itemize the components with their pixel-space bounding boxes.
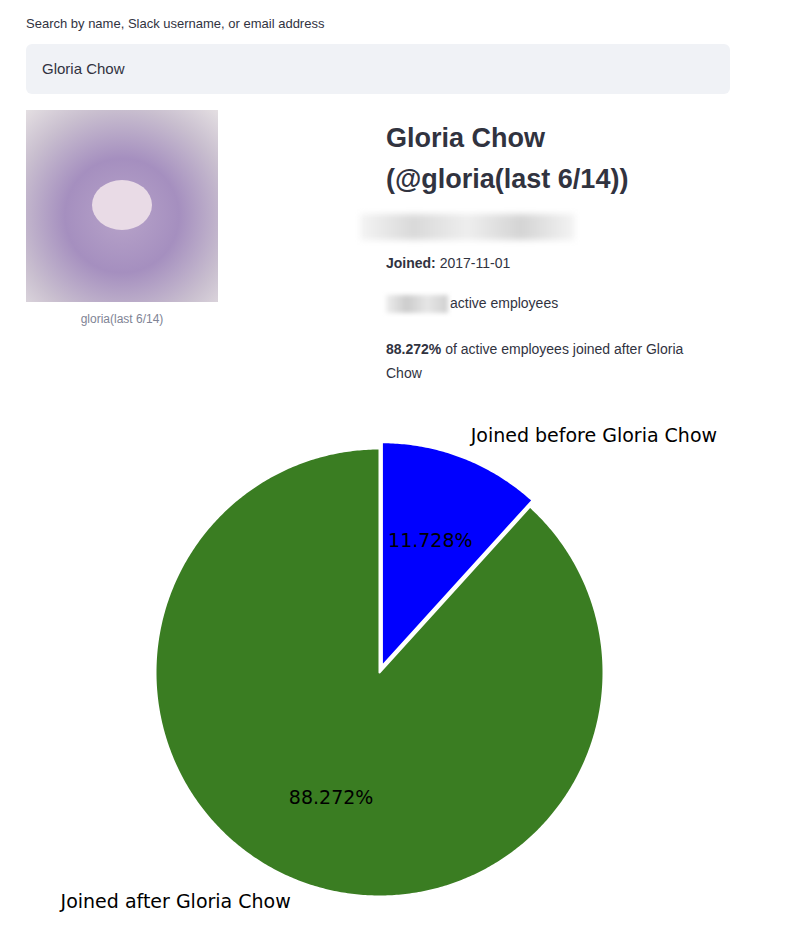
svg-text:Joined after Gloria Chow: Joined after Gloria Chow [60, 890, 291, 912]
html-text:Search by name, Slack username: Search by name, Slack username, or email… [26, 16, 325, 31]
html-text:Gloria Chow: Gloria Chow [42, 60, 125, 77]
html-text:Gloria Chow (@gloria(last 6/14: Gloria Chow (@gloria(last 6/14)) [386, 123, 629, 194]
svg-text:88.272%: 88.272% [289, 786, 374, 808]
svg-text:11.728%: 11.728% [388, 529, 473, 551]
svg-text:Joined before Gloria Chow: Joined before Gloria Chow [470, 424, 717, 446]
html-text:active employees: active employees [450, 295, 559, 311]
html-text:gloria(last 6/14): gloria(last 6/14) [80, 312, 164, 326]
html-text:88.272% of active employees jo: 88.272% of active employees joined after… [386, 341, 684, 381]
html-text:Joined: 2017-11-01: Joined: 2017-11-01 [386, 255, 511, 271]
